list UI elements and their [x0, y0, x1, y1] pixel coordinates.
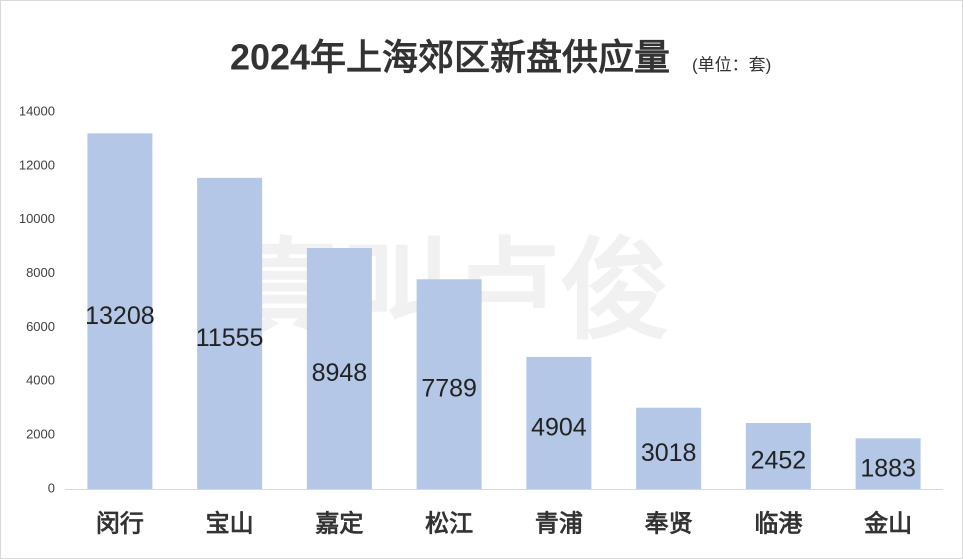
y-tick-label: 12000 [19, 157, 55, 172]
y-tick-label: 10000 [19, 211, 55, 226]
bar [745, 422, 811, 489]
value-label: 2452 [751, 447, 807, 475]
bar [416, 279, 482, 489]
bar [636, 407, 702, 489]
x-tick-label: 临港 [754, 509, 803, 538]
bar [306, 248, 372, 489]
y-tick-label: 4000 [26, 373, 55, 388]
x-tick-label: 青浦 [535, 509, 583, 538]
x-tick-label: 宝山 [206, 509, 254, 538]
y-tick-label: 0 [48, 480, 55, 495]
bar [197, 177, 263, 489]
bar [855, 438, 921, 489]
y-tick-label: 6000 [26, 319, 55, 334]
value-label: 7789 [421, 375, 477, 403]
value-label: 13208 [85, 302, 155, 330]
y-tick-label: 14000 [19, 103, 55, 118]
y-tick-label: 2000 [26, 427, 55, 442]
y-tick-label: 8000 [26, 265, 55, 280]
x-tick-label: 金山 [863, 509, 912, 538]
x-tick-label: 闵行 [96, 509, 144, 538]
chart-title: 2024年上海郊区新盘供应量 [230, 37, 670, 78]
value-label: 1883 [860, 454, 916, 482]
chart-subtitle: (单位：套) [692, 55, 771, 74]
x-tick-label: 嘉定 [315, 509, 363, 538]
bar [526, 356, 592, 489]
value-label: 3018 [641, 439, 697, 467]
value-label: 11555 [196, 324, 264, 352]
bar [87, 133, 153, 489]
x-tick-label: 奉贤 [644, 509, 693, 538]
value-label: 8948 [312, 359, 368, 387]
x-tick-label: 松江 [425, 509, 473, 538]
value-label: 4904 [531, 414, 587, 442]
